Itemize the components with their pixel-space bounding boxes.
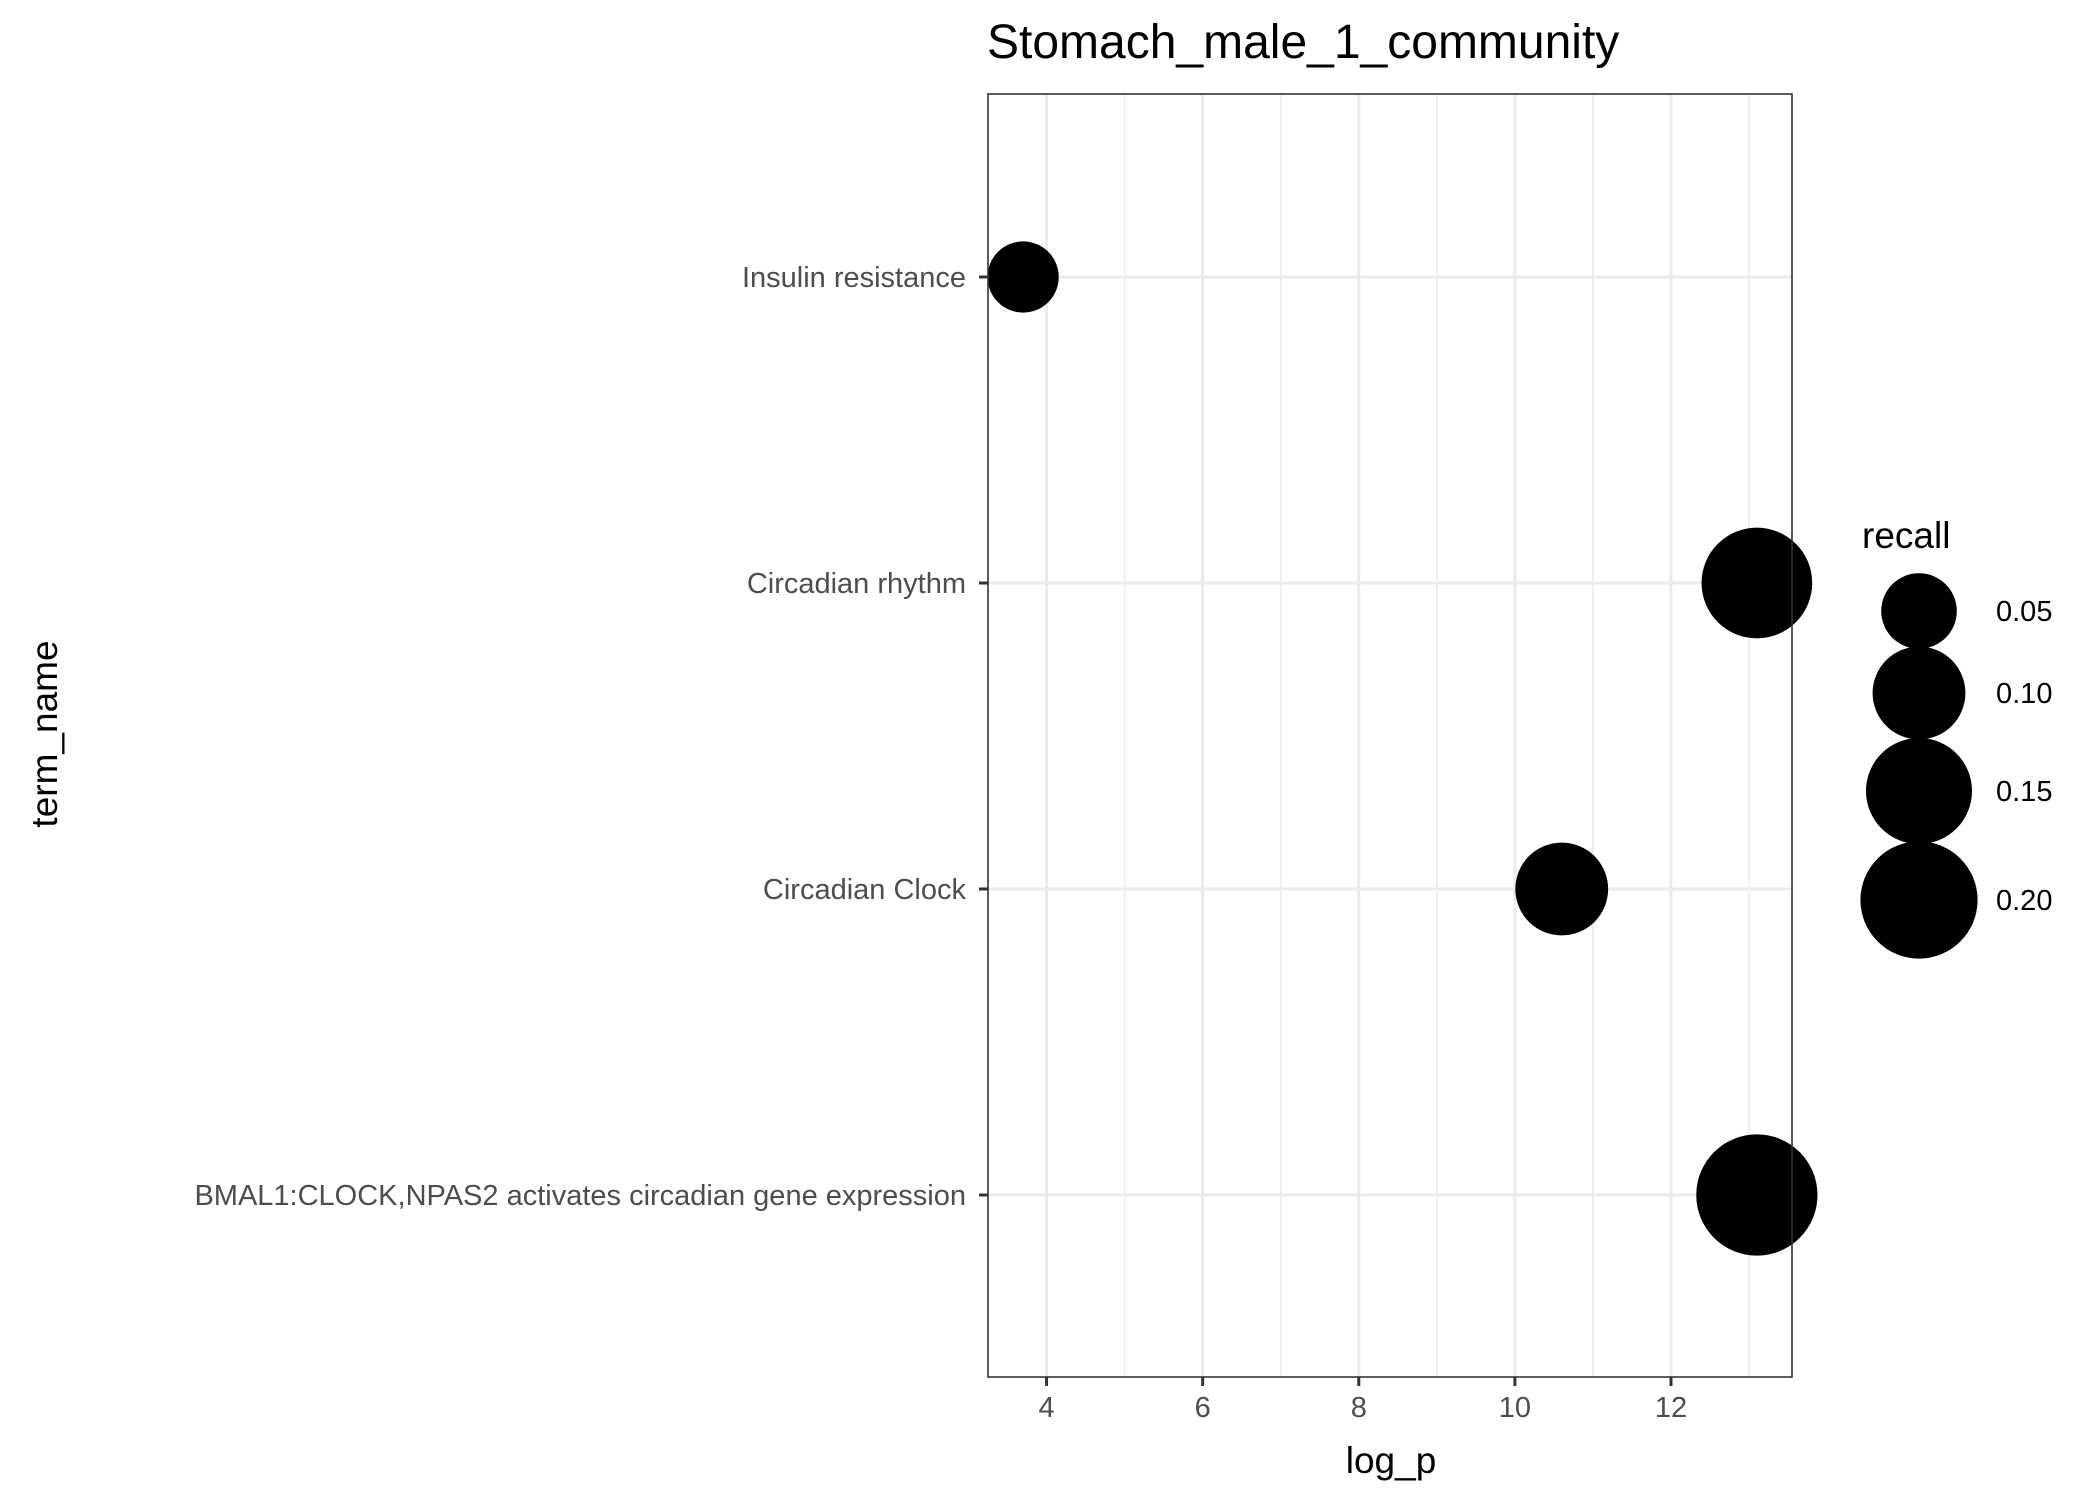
- legend-key: [1865, 737, 1973, 845]
- x-axis: 4 6 8 10 12: [1038, 1377, 1687, 1424]
- legend-key: [1872, 646, 1966, 740]
- x-tick-label: 12: [1655, 1392, 1687, 1424]
- x-tick-label: 4: [1038, 1392, 1054, 1424]
- x-tick-label: 6: [1195, 1392, 1211, 1424]
- chart-title: Stomach_male_1_community: [987, 16, 1619, 69]
- y-tick-label: Insulin resistance: [742, 262, 966, 294]
- y-tick-label: Circadian rhythm: [747, 568, 966, 600]
- data-point: [1701, 527, 1813, 639]
- legend-label: 0.05: [1996, 596, 2052, 628]
- legend-key: [1881, 573, 1957, 649]
- legend-key: [1860, 841, 1978, 959]
- x-tick-label: 8: [1351, 1392, 1367, 1424]
- data-points: [987, 241, 1818, 1256]
- y-tick-label: BMAL1:CLOCK,NPAS2 activates circadian ge…: [194, 1180, 966, 1212]
- legend-label: 0.15: [1996, 776, 2052, 808]
- legend: recall 0.05 0.10 0.15 0.20: [1860, 515, 2052, 959]
- y-axis: Insulin resistance Circadian rhythm Circad…: [194, 262, 988, 1212]
- data-point: [1696, 1134, 1818, 1256]
- panel-border: [987, 93, 1793, 1378]
- x-axis-title: log_p: [1346, 1440, 1437, 1481]
- legend-label: 0.20: [1996, 885, 2052, 917]
- data-point: [987, 241, 1059, 313]
- legend-title: recall: [1862, 515, 1950, 556]
- y-tick-label: Circadian Clock: [763, 874, 967, 906]
- data-point: [1515, 842, 1609, 936]
- grid: [988, 94, 1792, 1377]
- x-tick-label: 10: [1499, 1392, 1531, 1424]
- y-axis-title: term_name: [24, 640, 65, 827]
- panel-background: [988, 94, 1792, 1377]
- legend-label: 0.10: [1996, 678, 2052, 710]
